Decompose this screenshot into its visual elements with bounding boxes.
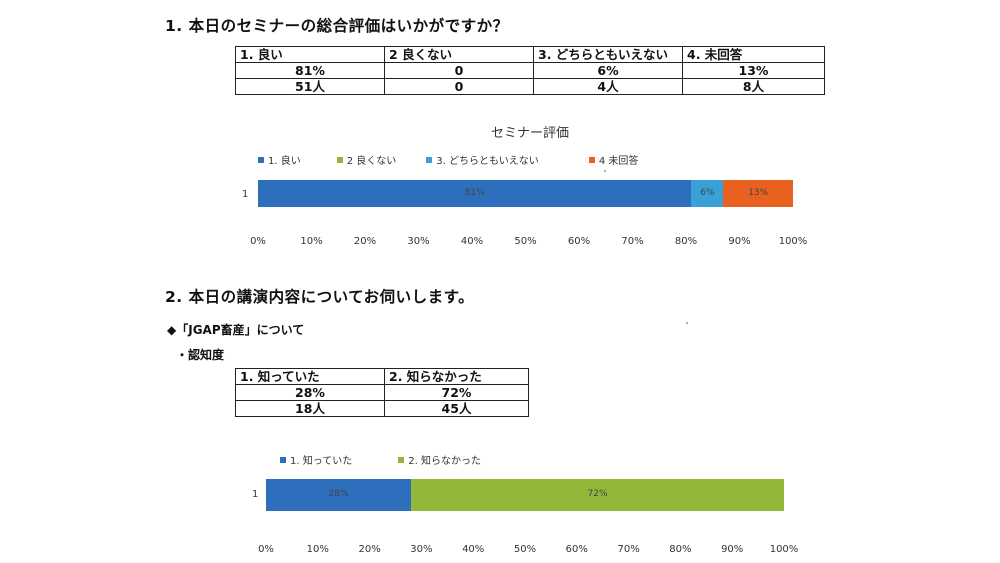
x-tick-label: 90% — [721, 544, 744, 555]
legend-label: 4 未回答 — [598, 156, 639, 167]
category-label: 1 — [242, 189, 249, 200]
legend-swatch — [398, 456, 405, 463]
legend-item: 3. どちらともいえない — [426, 152, 539, 167]
table-cell: 3. どちらともいえない — [533, 46, 683, 63]
chart-legend: 1. 良い 2 良くない 3. どちらともいえない 4 未回答 — [258, 152, 638, 167]
legend-label: 1. 良い — [268, 156, 301, 167]
legend-swatch — [258, 156, 264, 163]
table-cell: 8人 — [682, 78, 825, 95]
x-tick-label: 30% — [410, 544, 433, 555]
legend-swatch — [280, 456, 286, 463]
table-cell: 1. 知っていた — [235, 368, 385, 385]
table-cell: 18人 — [235, 400, 385, 417]
table-cell: 81% — [235, 62, 385, 79]
table-cell: 51人 — [235, 78, 385, 95]
bar-segment — [411, 479, 784, 511]
x-tick-label: 60% — [567, 236, 591, 247]
chart-legend: 1. 知っていた 2. 知らなかった — [280, 452, 481, 467]
table-row: 28% 72% — [235, 384, 529, 401]
evaluation-table: 1. 良い 2 良くない 3. どちらともいえない 4. 未回答 81% 0 6… — [235, 46, 825, 95]
legend-item: 2. 知らなかった — [398, 452, 481, 467]
table-cell: 1. 良い — [235, 46, 385, 63]
x-tick-label: 20% — [353, 236, 377, 247]
table-cell: 6% — [533, 62, 683, 79]
x-tick-label: 80% — [669, 544, 692, 555]
x-tick-label: 100% — [769, 544, 799, 555]
table-cell: 28% — [235, 384, 385, 401]
table-cell: 72% — [384, 384, 529, 401]
bar-segment — [258, 180, 692, 207]
legend-item: 2 良くない — [336, 152, 397, 167]
x-tick-label: 0% — [258, 544, 274, 555]
x-tick-label: 40% — [462, 544, 485, 555]
data-label: 13% — [748, 187, 769, 198]
x-tick-label: 10% — [300, 236, 323, 247]
x-tick-label: 50% — [513, 544, 537, 555]
data-label: 28% — [328, 489, 349, 499]
x-tick-label: 70% — [621, 236, 644, 247]
legend-item: 1. 知っていた — [280, 452, 352, 467]
legend-swatch — [426, 156, 433, 163]
x-tick-label: 0% — [250, 236, 266, 247]
table-cell: 4. 未回答 — [682, 46, 825, 63]
data-label: 72% — [587, 489, 608, 499]
x-tick-label: 90% — [728, 236, 751, 247]
x-tick-label: 30% — [407, 236, 430, 247]
awareness-chart: 1. 知っていた 2. 知らなかった 1 28% 72% 0% 10% 20% 30% 40%… — [230, 440, 830, 563]
table-cell: 2. 知らなかった — [384, 368, 529, 385]
table-row: 51人 0 4人 8人 — [235, 78, 825, 95]
legend-label: 1. 知っていた — [290, 456, 353, 467]
topic-label: ◆「JGAP畜産」について — [167, 323, 305, 337]
legend-swatch — [336, 156, 343, 163]
bar-segment — [266, 479, 412, 511]
table-row: 1. 知っていた 2. 知らなかった — [235, 368, 529, 385]
x-tick-label: 80% — [674, 236, 698, 247]
section1-heading: 1. 本日のセミナーの総合評価はいかがですか？ — [165, 17, 509, 35]
section2-heading: 2. 本日の講演内容についてお伺いします。 — [165, 288, 475, 306]
awareness-label: ・認知度 — [176, 348, 225, 362]
x-tick-label: 60% — [565, 544, 588, 555]
x-tick-label: 20% — [358, 544, 381, 555]
legend-item: 4 未回答 — [588, 152, 639, 167]
table-cell: 45人 — [384, 400, 529, 417]
legend-swatch — [588, 156, 595, 163]
x-tick-label: 40% — [460, 236, 484, 247]
bar-segment — [723, 180, 793, 207]
table-cell: 0 — [384, 62, 534, 79]
x-tick-label: 100% — [778, 236, 808, 247]
table-cell: 0 — [384, 78, 534, 95]
table-cell: 4人 — [533, 78, 683, 95]
table-row: 18人 45人 — [235, 400, 529, 417]
legend-label: 2. 知らなかった — [408, 456, 481, 467]
x-tick-label: 10% — [306, 544, 329, 555]
x-tick-label: 50% — [514, 236, 537, 247]
legend-label: 2 良くない — [346, 156, 397, 167]
data-label: 81% — [464, 187, 485, 198]
table-row: 1. 良い 2 良くない 3. どちらともいえない 4. 未回答 — [235, 46, 825, 63]
legend-item: 1. 良い — [258, 152, 301, 167]
x-tick-label: 70% — [617, 544, 640, 555]
table-row: 81% 0 6% 13% — [235, 62, 825, 79]
bar-segment — [691, 180, 724, 207]
data-label: 6% — [700, 187, 715, 198]
table-cell: 13% — [682, 62, 825, 79]
category-label: 1 — [252, 489, 259, 500]
chart-title: セミナー評価 — [490, 126, 569, 141]
seminar-evaluation-chart: セミナー評価 1. 良い 2 良くない 3. どちらともいえない 4 未回答 1 81… — [230, 115, 830, 255]
awareness-table: 1. 知っていた 2. 知らなかった 28% 72% 18人 45人 — [235, 368, 529, 417]
legend-label: 3. どちらともいえない — [436, 156, 539, 167]
table-cell: 2 良くない — [384, 46, 534, 63]
